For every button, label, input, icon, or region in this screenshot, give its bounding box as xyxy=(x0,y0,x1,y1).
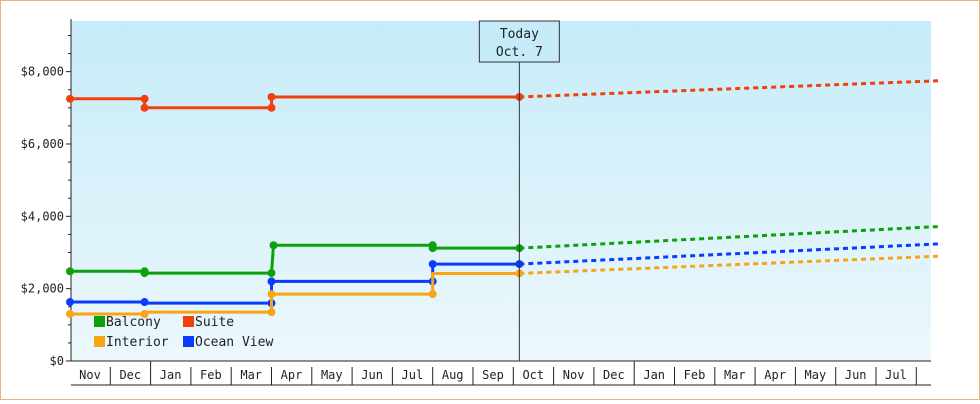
x-tick-label: May xyxy=(805,368,827,382)
data-point xyxy=(66,94,74,103)
x-tick-label: May xyxy=(321,368,343,382)
data-point xyxy=(140,309,149,318)
data-point xyxy=(267,269,276,278)
legend-item-balcony: Balcony xyxy=(94,315,161,330)
data-point xyxy=(428,290,437,299)
series-suite xyxy=(66,79,941,112)
x-tick-label: Jun xyxy=(845,368,867,382)
series-layer xyxy=(66,79,941,318)
forecast-line xyxy=(519,242,941,266)
y-tick-label: $0 xyxy=(50,354,64,368)
x-tick-label: Dec xyxy=(603,368,625,382)
y-tick-label: $4,000 xyxy=(21,209,64,223)
x-tick-label: Sep xyxy=(482,368,504,382)
x-tick-label: Feb xyxy=(684,368,706,382)
data-point xyxy=(269,241,278,250)
legend-label: Balcony xyxy=(106,315,161,330)
x-tick-label: Nov xyxy=(79,368,101,382)
x-tick-label: Mar xyxy=(724,368,746,382)
today-label-box xyxy=(478,20,560,63)
x-tick-label: Oct xyxy=(522,368,544,382)
data-point xyxy=(267,277,276,286)
x-tick-label: Feb xyxy=(200,368,222,382)
series-interior xyxy=(66,254,941,318)
legend-label: Suite xyxy=(195,315,234,330)
legend-item-interior: Interior xyxy=(94,335,169,350)
legend-swatch xyxy=(94,316,105,327)
legend-swatch xyxy=(183,316,194,327)
data-point xyxy=(140,269,149,278)
series-line xyxy=(70,95,520,110)
forecast-line xyxy=(519,254,941,275)
data-point xyxy=(267,92,276,101)
x-tick-label: Jan xyxy=(643,368,665,382)
y-tick-label: $6,000 xyxy=(21,137,64,151)
y-tick-label: $2,000 xyxy=(21,282,64,296)
legend-item-suite: Suite xyxy=(183,315,234,330)
data-point xyxy=(66,298,74,307)
x-tick-label: Mar xyxy=(240,368,262,382)
x-tick-label: Jul xyxy=(885,368,907,382)
x-tick-label: Dec xyxy=(119,368,141,382)
plot-area xyxy=(71,21,931,361)
legend-label: Ocean View xyxy=(195,335,273,350)
data-point xyxy=(267,290,276,299)
data-point xyxy=(140,103,149,112)
x-axis: Nov Dec Jan Feb Mar Apr May Jun Jul Aug Sep Oct Nov D… xyxy=(71,360,931,386)
data-point xyxy=(66,309,74,318)
x-tick-label: Jan xyxy=(160,368,182,382)
forecast-line xyxy=(519,224,941,250)
x-tick-label: Aug xyxy=(442,368,464,382)
data-point xyxy=(140,94,149,103)
x-tick-label: Jul xyxy=(402,368,424,382)
data-point xyxy=(66,267,74,276)
forecast-line xyxy=(519,79,941,99)
legend-item-ocean-view: Ocean View xyxy=(183,335,273,350)
data-point xyxy=(428,260,437,269)
x-tick-label: Jun xyxy=(361,368,383,382)
legend-swatch xyxy=(183,336,194,347)
data-point xyxy=(267,103,276,112)
y-axis: $0 $2,000 $4,000 $6,000 $8,000 xyxy=(21,19,72,368)
legend-label: Interior xyxy=(106,335,169,350)
data-point xyxy=(140,298,149,307)
data-point xyxy=(267,308,276,317)
today-marker: Today Oct. 7 xyxy=(478,20,560,361)
data-point xyxy=(428,244,437,253)
legend-swatch xyxy=(94,336,105,347)
today-date: Oct. 7 xyxy=(496,45,543,60)
today-label: Today xyxy=(500,27,539,42)
x-tick-label: Nov xyxy=(563,368,585,382)
legend: Balcony Suite Interior Ocean View xyxy=(94,315,273,350)
x-tick-label: Apr xyxy=(281,368,303,382)
y-tick-label: $8,000 xyxy=(21,65,64,79)
x-tick-label: Apr xyxy=(764,368,786,382)
